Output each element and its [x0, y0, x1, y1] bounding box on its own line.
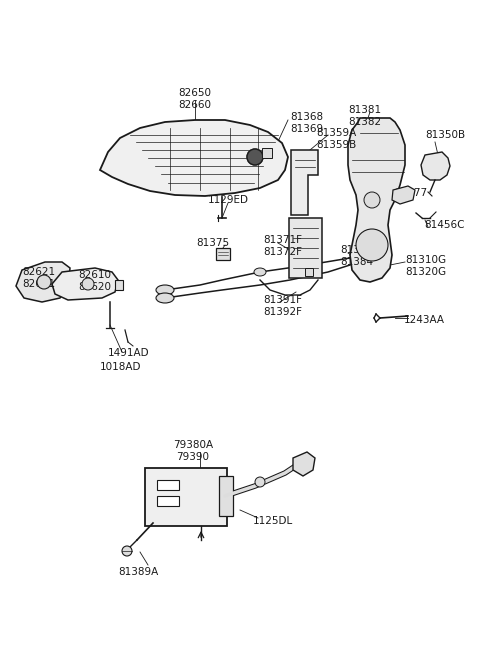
- Text: 1491AD: 1491AD: [108, 348, 150, 358]
- Polygon shape: [392, 186, 415, 204]
- Bar: [262, 148, 272, 158]
- Polygon shape: [421, 152, 450, 180]
- Ellipse shape: [254, 268, 266, 276]
- Polygon shape: [52, 268, 118, 300]
- Polygon shape: [291, 150, 318, 215]
- Text: 79380A
79390: 79380A 79390: [173, 440, 213, 462]
- Polygon shape: [293, 452, 315, 476]
- Text: 81359A
81359B: 81359A 81359B: [316, 128, 356, 149]
- Polygon shape: [16, 262, 70, 302]
- Ellipse shape: [156, 285, 174, 295]
- Text: 81350B: 81350B: [425, 130, 465, 140]
- Text: 81368
81369: 81368 81369: [290, 112, 323, 134]
- Circle shape: [37, 275, 51, 289]
- Bar: [115, 280, 123, 290]
- Circle shape: [255, 477, 265, 487]
- Text: 1243AA: 1243AA: [404, 315, 445, 325]
- Text: 81391F
81392F: 81391F 81392F: [263, 295, 302, 316]
- Bar: [157, 480, 179, 490]
- Bar: [305, 268, 313, 276]
- Circle shape: [122, 546, 132, 556]
- Ellipse shape: [156, 293, 174, 303]
- Text: 81383
81384: 81383 81384: [340, 245, 373, 267]
- Text: 81456C: 81456C: [424, 220, 465, 230]
- Circle shape: [247, 149, 263, 165]
- Text: 81389A: 81389A: [118, 567, 158, 577]
- Polygon shape: [289, 218, 322, 278]
- Bar: [216, 248, 230, 260]
- Text: 1018AD: 1018AD: [100, 362, 142, 372]
- Bar: [219, 476, 233, 516]
- Text: 82610
82620: 82610 82620: [78, 270, 111, 291]
- Text: 82621
82611: 82621 82611: [22, 267, 55, 289]
- Text: 1125DL: 1125DL: [253, 516, 293, 526]
- Polygon shape: [100, 120, 288, 196]
- Text: 81375: 81375: [196, 238, 229, 248]
- Polygon shape: [348, 118, 405, 282]
- Bar: [157, 496, 179, 506]
- Bar: [145, 468, 227, 526]
- Text: 1129ED: 1129ED: [208, 195, 249, 205]
- Text: 81477: 81477: [394, 188, 427, 198]
- Text: 81381
81382: 81381 81382: [348, 105, 381, 126]
- Circle shape: [82, 278, 94, 290]
- Circle shape: [364, 192, 380, 208]
- Text: 82650
82660: 82650 82660: [179, 88, 212, 109]
- Text: 81310G
81320G: 81310G 81320G: [405, 255, 446, 276]
- Circle shape: [356, 229, 388, 261]
- Text: 81371F
81372F: 81371F 81372F: [263, 235, 302, 257]
